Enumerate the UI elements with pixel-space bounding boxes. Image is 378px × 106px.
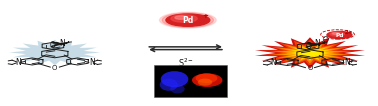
Text: O: O	[305, 42, 311, 51]
Bar	[154, 65, 227, 97]
Ellipse shape	[192, 73, 222, 87]
Text: N: N	[15, 58, 21, 67]
Text: +: +	[349, 59, 353, 64]
Text: S$^{2-}$: S$^{2-}$	[178, 57, 194, 69]
Polygon shape	[292, 48, 328, 58]
Text: O: O	[50, 41, 56, 50]
Text: N: N	[270, 58, 276, 67]
Circle shape	[162, 13, 214, 27]
Circle shape	[330, 32, 344, 36]
Text: O: O	[52, 65, 57, 71]
Text: N: N	[59, 39, 65, 48]
Ellipse shape	[198, 79, 212, 86]
Text: O: O	[307, 65, 313, 71]
Circle shape	[332, 33, 339, 34]
Ellipse shape	[170, 84, 185, 93]
Text: N: N	[344, 58, 350, 67]
Circle shape	[171, 15, 197, 22]
Polygon shape	[282, 45, 338, 61]
Polygon shape	[273, 42, 347, 64]
Polygon shape	[255, 37, 365, 69]
Text: N: N	[314, 39, 320, 48]
Text: N: N	[89, 58, 95, 67]
Circle shape	[327, 31, 352, 38]
Ellipse shape	[195, 73, 217, 83]
Circle shape	[160, 12, 216, 28]
Circle shape	[166, 14, 210, 26]
Ellipse shape	[161, 71, 188, 87]
Text: 2+: 2+	[345, 30, 353, 35]
Text: +: +	[202, 13, 208, 19]
Ellipse shape	[160, 79, 178, 91]
Polygon shape	[9, 40, 100, 65]
Circle shape	[175, 16, 187, 19]
Text: Pd: Pd	[335, 33, 344, 38]
Text: Pd: Pd	[183, 16, 194, 25]
Text: ⊖: ⊖	[321, 35, 329, 44]
Polygon shape	[263, 40, 356, 66]
